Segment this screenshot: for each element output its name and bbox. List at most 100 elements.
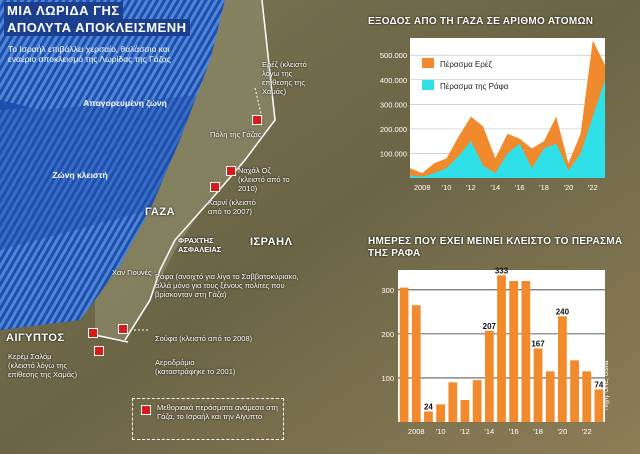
nahal-oz-name: Ναχάλ Οζ bbox=[238, 166, 271, 175]
gaza-strip bbox=[95, 0, 275, 340]
sufa-label: Σούφα (κλειστό από το 2008) bbox=[155, 334, 275, 343]
erez-name: Ερέζ bbox=[262, 60, 278, 69]
chart1-x-tick: '14 bbox=[490, 183, 500, 192]
chart2-credit: Πηγή: ΟΗΕ, Gisha bbox=[604, 360, 610, 410]
chart2-bar bbox=[533, 348, 543, 422]
chart1-x-tick: 2008 bbox=[414, 183, 431, 192]
chart2-bar bbox=[472, 380, 482, 422]
rafah-note: (ανοιχτό για λίγο το Σαββατοκύριακο, αλλ… bbox=[155, 272, 299, 299]
airport-name: Αεροδρόμιο bbox=[155, 358, 195, 367]
rafah-label: Ράφα (ανοιχτό για λίγο το Σαββατοκύριακο… bbox=[155, 272, 305, 299]
chart1-series-1 bbox=[410, 79, 605, 178]
chart1-y-tick: 200.000 bbox=[380, 125, 407, 134]
chart2-y-tick: 100 bbox=[381, 374, 394, 383]
chart1-legend-swatch bbox=[422, 80, 434, 90]
chart2-bar bbox=[557, 316, 567, 422]
chart1-x-tick: '16 bbox=[515, 183, 525, 192]
chart2-data-label: 167 bbox=[531, 339, 545, 348]
main-title-line2: ΑΠΟΛΥΤΑ ΑΠΟΚΛΕΙΣΜΕΝΗ bbox=[4, 19, 190, 36]
chart2-bar bbox=[399, 287, 409, 422]
chart1-x-tick: '20 bbox=[564, 183, 574, 192]
kerem-shalom-label: Κερέμ Σαλόμ (κλειστό λόγω της επίθεσης τ… bbox=[8, 352, 80, 379]
gaza-label: ΓΑΖΑ bbox=[145, 206, 176, 218]
sufa-note: (κλειστό από το 2008) bbox=[179, 334, 253, 343]
gaza-city-label: Πόλη της Γάζας bbox=[210, 130, 262, 139]
fence-label: ΦΡΑΧΤΗΣ ΑΣΦΑΛΕΙΑΣ bbox=[178, 236, 222, 254]
nahal-oz-crossing-marker bbox=[226, 166, 236, 176]
erez-label: Ερέζ (κλειστό λόγω της επίθεσης της Χαμά… bbox=[262, 60, 320, 96]
closed-zone bbox=[0, 95, 198, 250]
egypt-label: ΑΙΓΥΠΤΟΣ bbox=[6, 332, 65, 344]
chart2-y-tick: 200 bbox=[381, 330, 394, 339]
chart1-y-tick: 100.000 bbox=[380, 149, 407, 158]
airport-marker bbox=[94, 346, 104, 356]
chart2-data-label: 207 bbox=[483, 322, 497, 331]
chart2-bar bbox=[545, 371, 555, 422]
rafah-crossing-marker bbox=[88, 328, 98, 338]
chart2-bar bbox=[436, 404, 446, 422]
chart2-bar bbox=[497, 275, 506, 422]
israel-label: ΙΣΡΑΗΛ bbox=[250, 236, 293, 248]
erez-note: (κλειστό λόγω της επίθεσης της Χαμάς) bbox=[262, 60, 307, 96]
chart2-x-tick: '22 bbox=[582, 427, 592, 436]
chart2-x-tick: '16 bbox=[509, 427, 519, 436]
chart2-title: ΗΜΕΡΕΣ ΠΟΥ ΕΧΕΙ ΜΕΙΝΕΙ ΚΛΕΙΣΤΟ ΤΟ ΠΕΡΑΣΜ… bbox=[368, 236, 623, 259]
legend-text: Μεθοριακά περάσματα ανάμεσα στη Γάζα, το… bbox=[157, 403, 278, 421]
chart2-bar bbox=[509, 281, 519, 422]
kerem-shalom-name: Κερέμ Σαλόμ bbox=[8, 352, 52, 361]
karni-note: (κλειστό από το 2007) bbox=[208, 198, 256, 216]
chart1-series-0 bbox=[410, 40, 605, 178]
nahal-oz-label: Ναχάλ Οζ (κλειστό από το 2010) bbox=[238, 166, 298, 193]
chart1-x-tick: '12 bbox=[466, 183, 476, 192]
chart2-data-label: 240 bbox=[556, 307, 570, 316]
chart1-x-tick: '18 bbox=[539, 183, 549, 192]
chart1-legend-label: Πέρασμα Ερέζ bbox=[440, 60, 492, 69]
chart2-x-tick: '14 bbox=[484, 427, 494, 436]
chart2-bar bbox=[411, 305, 421, 422]
chart1-y-tick: 400.000 bbox=[380, 76, 407, 85]
chart2-bar bbox=[448, 382, 458, 422]
chart1-legend-label: Πέρασμα της Ράφα bbox=[440, 82, 509, 91]
chart2-x-tick: 2008 bbox=[408, 427, 425, 436]
chart2-bar bbox=[594, 389, 604, 422]
rafah-name: Ράφα bbox=[155, 272, 174, 281]
airport-note: (καταστράφηκε το 2001) bbox=[155, 367, 236, 376]
chart2-y-tick: 300 bbox=[381, 286, 394, 295]
sufa-crossing-marker bbox=[118, 324, 128, 334]
chart1-y-tick: 500.000 bbox=[380, 51, 407, 60]
nahal-oz-note: (κλειστό από το 2010) bbox=[238, 175, 290, 193]
chart2-data-label: 24 bbox=[424, 402, 433, 411]
border-line bbox=[124, 0, 276, 341]
chart2-data-label: 333 bbox=[495, 266, 509, 275]
chart2-bar bbox=[570, 360, 579, 422]
karni-label: Καρνί (κλειστό από το 2007) bbox=[208, 198, 268, 216]
main-title: ΜΙΑ ΛΩΡΙΔΑ ΓΗΣ bbox=[4, 2, 123, 19]
chart2-bar bbox=[582, 371, 592, 422]
chart2-x-tick: '10 bbox=[436, 427, 446, 436]
erez-crossing-marker bbox=[252, 115, 262, 125]
restricted-zone-label: Απαγορευμένη ζώνη bbox=[83, 98, 167, 108]
subtitle: Το Ισραήλ επιβάλλει χερσαίο, θαλάσσιο κα… bbox=[8, 44, 171, 64]
sufa-name: Σούφα bbox=[155, 334, 178, 343]
kerem-shalom-note: (κλειστό λόγω της επίθεσης της Χαμάς) bbox=[8, 361, 78, 379]
chart2-bar bbox=[484, 330, 494, 422]
karni-crossing-marker bbox=[210, 182, 220, 192]
chart2-data-label: 74 bbox=[594, 380, 603, 389]
chart2-bar bbox=[460, 399, 470, 422]
airport-label: Αεροδρόμιο (καταστράφηκε το 2001) bbox=[155, 358, 245, 376]
karni-name: Καρνί bbox=[208, 198, 227, 207]
map-legend: Μεθοριακά περάσματα ανάμεσα στη Γάζα, το… bbox=[132, 398, 284, 440]
khan-younis-label: Χαν Γιουνές bbox=[112, 268, 152, 277]
chart2-bar-chart: 100 200 300 24 207 333 167 240 74 2008 '10 '12 '14 '1… bbox=[381, 266, 605, 436]
chart2-x-tick: '18 bbox=[533, 427, 543, 436]
chart1-area-chart: 100.000 200.000 300.000 400.000 500.000 2008 '… bbox=[380, 38, 605, 192]
closed-zone-label: Ζώνη κλειστή bbox=[52, 170, 108, 180]
chart1-title: ΕΞΟΔΟΣ ΑΠΟ ΤΗ ΓΑΖΑ ΣΕ ΑΡΙΘΜΟ ΑΤΟΜΩΝ bbox=[368, 16, 594, 27]
chart2-bar bbox=[424, 411, 433, 422]
chart1-legend-swatch bbox=[422, 58, 434, 68]
chart2-x-tick: '12 bbox=[460, 427, 470, 436]
chart1-y-tick: 300.000 bbox=[380, 100, 407, 109]
chart1-x-tick: '10 bbox=[442, 183, 452, 192]
legend-crossing-icon bbox=[141, 405, 151, 415]
